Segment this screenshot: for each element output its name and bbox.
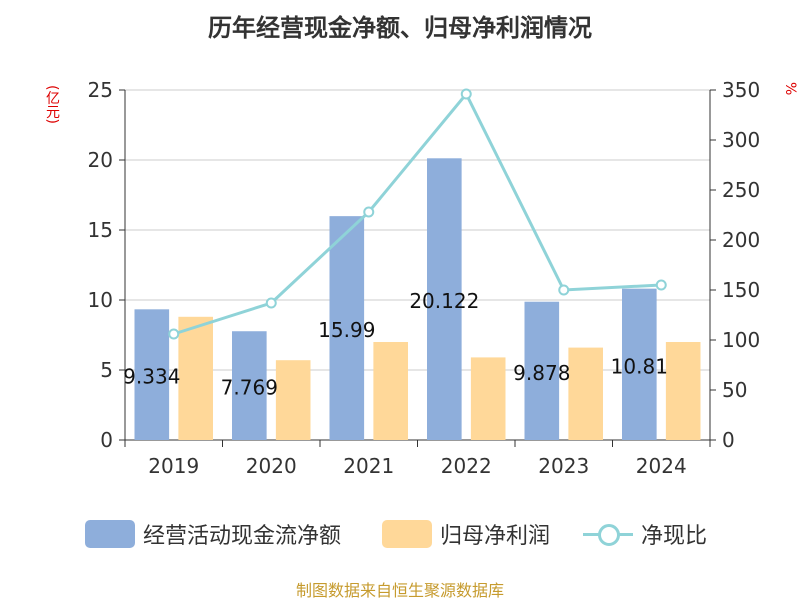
cash-flow-data-label: 9.334: [123, 365, 180, 389]
y2-tick-label: 250: [722, 178, 760, 202]
ratio-point: [168, 328, 180, 340]
x-tick-label: 2019: [148, 454, 199, 478]
chart-title: 历年经营现金净额、归母净利润情况: [208, 14, 592, 42]
legend-label-ratio: 净现比: [641, 524, 708, 549]
cash-flow-bar: [622, 288, 657, 440]
ratio-point: [655, 279, 667, 291]
x-tick-label: 2022: [441, 454, 492, 478]
cash-flow-data-label: 9.878: [513, 361, 570, 385]
cash-flow-bar: [427, 158, 462, 441]
legend-label-profit: 归母净利润: [440, 524, 551, 549]
cash-flow-bar: [524, 301, 560, 440]
y-tick-label: 10: [88, 288, 113, 312]
cash-flow-data-label: 20.122: [409, 289, 479, 313]
left-axis-unit: (亿元): [44, 85, 60, 124]
net-profit-bar: [470, 357, 506, 440]
y2-tick-label: 100: [722, 328, 760, 352]
net-profit-bar: [373, 342, 408, 440]
net-profit-bar: [665, 342, 701, 440]
cash-flow-data-label: 7.769: [221, 376, 278, 400]
y2-tick-label: 150: [722, 278, 760, 302]
y2-tick-label: 200: [722, 228, 760, 252]
ratio-point: [363, 206, 375, 218]
x-tick-label: 2020: [246, 454, 297, 478]
legend-item-profit[interactable]: 归母净利润: [382, 514, 550, 554]
legend-item-ratio[interactable]: 净现比: [583, 514, 707, 554]
x-tick-label: 2024: [636, 454, 687, 478]
ratio-point: [265, 297, 277, 309]
y-tick-label: 5: [100, 358, 113, 382]
y2-tick-label: 350: [722, 78, 760, 102]
cash-flow-data-label: 10.81: [611, 354, 668, 378]
net-profit-bar: [178, 316, 213, 440]
y2-tick-label: 50: [722, 378, 747, 402]
legend-label-cash: 经营活动现金流净额: [143, 524, 342, 549]
y2-tick-label: 300: [722, 128, 760, 152]
y-tick-label: 25: [88, 78, 113, 102]
source-note: 制图数据来自恒生聚源数据库: [295, 581, 504, 600]
y2-tick-label: 0: [722, 428, 735, 452]
right-axis-unit: %: [782, 82, 798, 96]
ratio-line: [173, 91, 662, 336]
legend-item-cash[interactable]: 经营活动现金流净额: [85, 514, 341, 554]
net-profit-bar: [568, 347, 603, 440]
y-tick-label: 15: [88, 218, 113, 242]
y-tick-label: 0: [100, 428, 113, 452]
ratio-point: [558, 284, 570, 296]
ratio-point: [460, 88, 472, 100]
legend: 经营活动现金流净额 归母净利润 净现比: [0, 514, 800, 554]
legend-swatch-profit: [382, 520, 432, 548]
legend-swatch-cash: [85, 520, 135, 548]
x-tick-label: 2023: [538, 454, 589, 478]
legend-line-marker-icon: [583, 520, 633, 548]
cash-flow-bar: [329, 216, 365, 440]
net-profit-bar: [275, 360, 311, 440]
y-tick-label: 20: [88, 148, 113, 172]
cash-flow-data-label: 15.99: [318, 318, 375, 342]
cash-flow-bar: [232, 331, 267, 440]
cash-flow-bar: [134, 309, 170, 440]
x-tick-label: 2021: [343, 454, 394, 478]
